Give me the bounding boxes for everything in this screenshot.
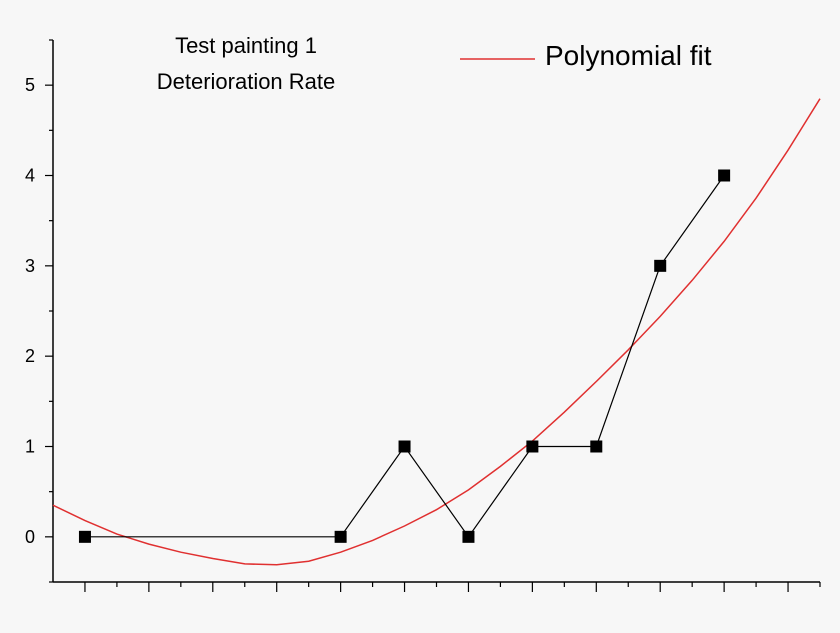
data-series-line [85,175,725,538]
y-tick-label: 3 [25,256,35,276]
polynomial-fit-line [52,98,821,566]
axes: 0 1 2 3 4 5 [25,39,821,592]
data-point-marker [590,440,603,453]
data-point-marker [398,440,411,453]
data-point-marker [78,530,91,543]
fit-layer [52,98,821,566]
data-point-marker [718,169,731,182]
chart-title-line-2: Deterioration Rate [156,69,336,94]
y-tick-label: 2 [25,346,35,366]
data-point-marker [654,259,667,272]
y-tick-label: 5 [25,75,35,95]
data-point-marker [334,530,347,543]
chart-title-line-1: Test painting 1 [175,33,317,58]
data-point-marker [526,440,539,453]
legend-label: Polynomial fit [545,40,712,71]
data-layer [78,169,731,543]
y-tick-label: 1 [25,437,35,457]
data-point-marker [462,530,475,543]
y-tick-label: 4 [25,166,35,186]
y-tick-label: 0 [25,527,35,547]
